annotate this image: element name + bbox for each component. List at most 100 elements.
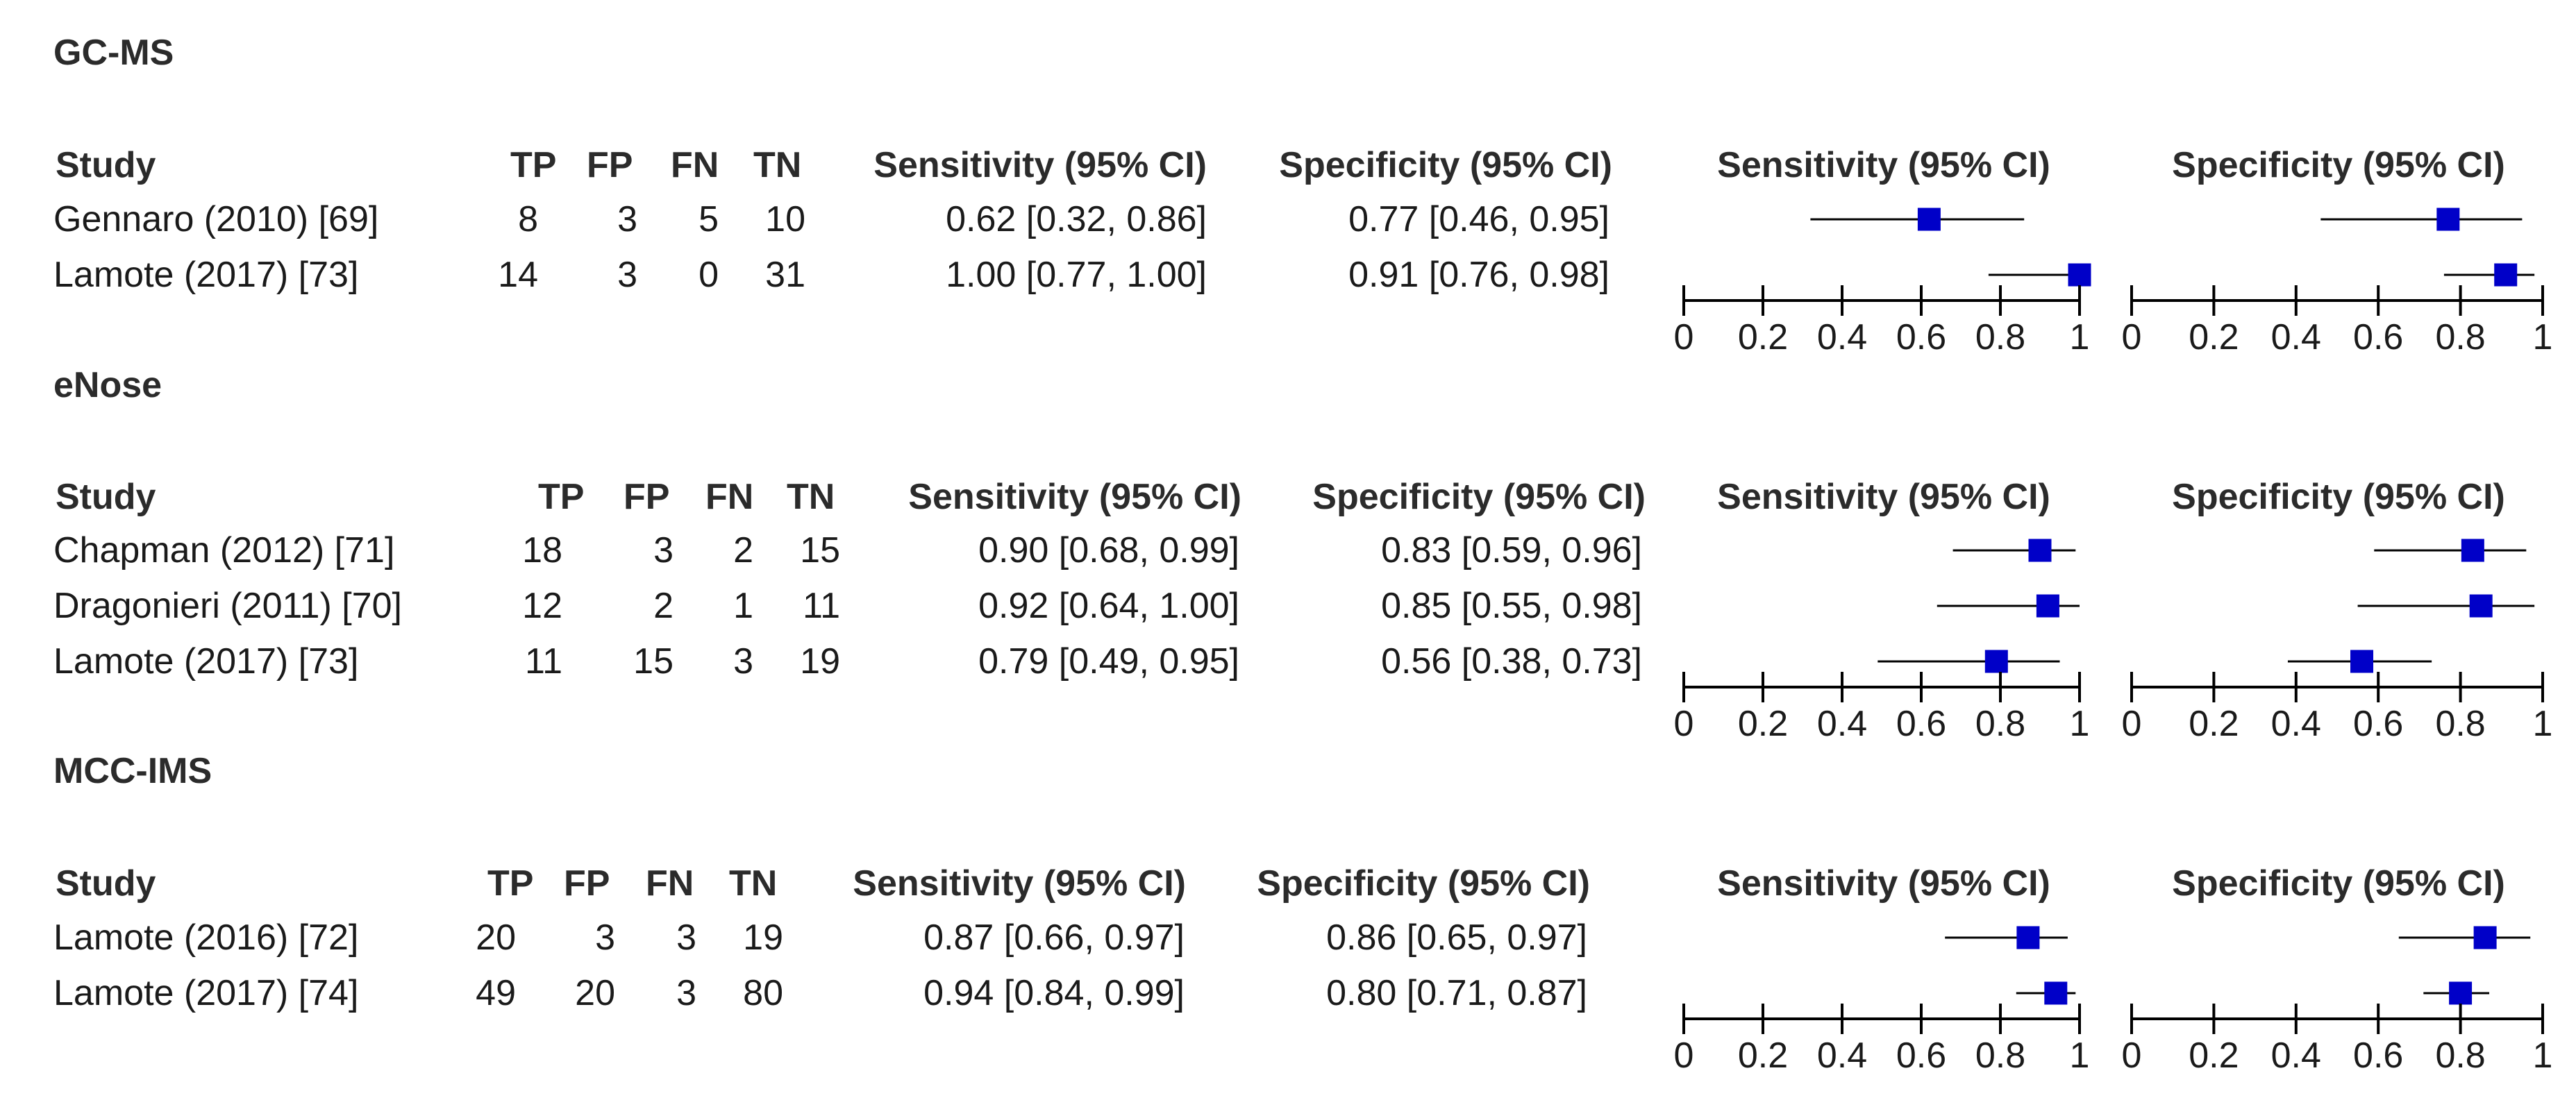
- specificity-tick-label: 0.2: [2189, 317, 2239, 357]
- study-name: Chapman (2012) [71]: [53, 530, 394, 570]
- sensitivity-point-marker: [2044, 981, 2068, 1005]
- fn-value: 3: [676, 918, 696, 958]
- specificity-tick-label: 0.8: [2435, 317, 2485, 357]
- study-name: Gennaro (2010) [69]: [53, 199, 378, 239]
- group-title: eNose: [53, 365, 162, 405]
- fp-value: 15: [633, 641, 674, 682]
- sensitivity-point-marker: [2028, 539, 2052, 562]
- plot-header-specificity: Specificity (95% CI): [2172, 145, 2505, 185]
- sensitivity-point-marker: [2036, 594, 2059, 618]
- tn-value: 10: [765, 199, 805, 239]
- fn-value: 2: [733, 530, 753, 570]
- fp-value: 3: [617, 199, 637, 239]
- sensitivity-tick-label: 0.2: [1738, 317, 1788, 357]
- header-tp: TP: [510, 145, 556, 185]
- specificity-ci-text: 0.83 [0.59, 0.96]: [1381, 530, 1642, 570]
- sensitivity-point-marker: [1917, 208, 1941, 231]
- specificity-tick-label: 0.6: [2353, 704, 2403, 744]
- sensitivity-tick-label: 0.6: [1896, 1035, 1946, 1076]
- header-fn: FN: [671, 145, 719, 185]
- header-specificity: Specificity (95% CI): [1312, 477, 1646, 517]
- specificity-ci-text: 0.91 [0.76, 0.98]: [1348, 255, 1609, 295]
- study-name: Lamote (2017) [73]: [53, 255, 358, 295]
- specificity-tick-label: 0.6: [2353, 317, 2403, 357]
- plot-header-specificity: Specificity (95% CI): [2172, 863, 2505, 904]
- sensitivity-tick-label: 1: [2070, 704, 2090, 744]
- fp-value: 3: [653, 530, 674, 570]
- sensitivity-ci-text: 0.62 [0.32, 0.86]: [946, 199, 1207, 239]
- header-fp: FP: [564, 863, 610, 904]
- study-name: Dragonieri (2011) [70]: [53, 586, 402, 626]
- specificity-tick-label: 0.8: [2435, 704, 2485, 744]
- study-name: Lamote (2016) [72]: [53, 918, 358, 958]
- sensitivity-ci-text: 1.00 [0.77, 1.00]: [946, 255, 1207, 295]
- tn-value: 31: [765, 255, 805, 295]
- plot-header-sensitivity: Sensitivity (95% CI): [1717, 145, 2050, 185]
- sensitivity-point-marker: [1984, 650, 2008, 673]
- sensitivity-tick-label: 0.2: [1738, 1035, 1788, 1076]
- specificity-tick-label: 0.2: [2189, 1035, 2239, 1076]
- study-name: Lamote (2017) [73]: [53, 641, 358, 682]
- specificity-tick-label: 0.2: [2189, 704, 2239, 744]
- header-study: Study: [56, 863, 156, 904]
- sensitivity-tick-label: 0: [1674, 704, 1694, 744]
- tn-value: 11: [803, 586, 840, 626]
- fn-value: 3: [676, 973, 696, 1013]
- specificity-ci-text: 0.85 [0.55, 0.98]: [1381, 586, 1642, 626]
- specificity-tick-label: 0: [2122, 704, 2142, 744]
- sensitivity-tick-label: 0.4: [1817, 317, 1867, 357]
- header-study: Study: [56, 145, 156, 185]
- specificity-point-marker: [2473, 926, 2497, 949]
- header-study: Study: [56, 477, 156, 517]
- tp-value: 8: [518, 199, 538, 239]
- specificity-point-marker: [2469, 594, 2493, 618]
- sensitivity-tick-label: 0.2: [1738, 704, 1788, 744]
- header-tn: TN: [787, 477, 835, 517]
- specificity-point-marker: [2436, 208, 2460, 231]
- sensitivity-ci-text: 0.92 [0.64, 1.00]: [978, 586, 1239, 626]
- specificity-tick-label: 0.4: [2271, 704, 2321, 744]
- tn-value: 15: [800, 530, 840, 570]
- sensitivity-tick-label: 1: [2070, 317, 2090, 357]
- specificity-point-marker: [2449, 981, 2473, 1005]
- specificity-point-marker: [2350, 650, 2374, 673]
- header-specificity: Specificity (95% CI): [1279, 145, 1612, 185]
- header-tp: TP: [487, 863, 533, 904]
- header-sensitivity: Sensitivity (95% CI): [908, 477, 1241, 517]
- fn-value: 3: [733, 641, 753, 682]
- header-fn: FN: [646, 863, 694, 904]
- tn-value: 19: [743, 918, 783, 958]
- specificity-tick-label: 0: [2122, 317, 2142, 357]
- sensitivity-tick-label: 0.8: [1975, 317, 2025, 357]
- specificity-ci-text: 0.56 [0.38, 0.73]: [1381, 641, 1642, 682]
- plot-header-specificity: Specificity (95% CI): [2172, 477, 2505, 517]
- sensitivity-tick-label: 0.6: [1896, 704, 1946, 744]
- fp-value: 3: [595, 918, 615, 958]
- fn-value: 0: [699, 255, 719, 295]
- sensitivity-tick-label: 0.4: [1817, 1035, 1867, 1076]
- sensitivity-ci-text: 0.94 [0.84, 0.99]: [923, 973, 1185, 1013]
- header-tn: TN: [753, 145, 801, 185]
- specificity-tick-label: 1: [2533, 1035, 2553, 1076]
- sensitivity-tick-label: 0.6: [1896, 317, 1946, 357]
- header-specificity: Specificity (95% CI): [1257, 863, 1590, 904]
- specificity-tick-label: 0: [2122, 1035, 2142, 1076]
- header-tp: TP: [538, 477, 584, 517]
- header-fp: FP: [587, 145, 633, 185]
- fp-value: 20: [575, 973, 615, 1013]
- tp-value: 12: [522, 586, 562, 626]
- sensitivity-tick-label: 0: [1674, 317, 1694, 357]
- header-sensitivity: Sensitivity (95% CI): [853, 863, 1186, 904]
- specificity-tick-label: 0.4: [2271, 317, 2321, 357]
- plot-header-sensitivity: Sensitivity (95% CI): [1717, 477, 2050, 517]
- sensitivity-tick-label: 1: [2070, 1035, 2090, 1076]
- header-sensitivity: Sensitivity (95% CI): [873, 145, 1207, 185]
- specificity-ci-text: 0.77 [0.46, 0.95]: [1348, 199, 1609, 239]
- specificity-tick-label: 1: [2533, 704, 2553, 744]
- specificity-ci-text: 0.80 [0.71, 0.87]: [1326, 973, 1587, 1013]
- sensitivity-ci-text: 0.87 [0.66, 0.97]: [923, 918, 1185, 958]
- sensitivity-point-marker: [2068, 263, 2091, 287]
- sensitivity-tick-label: 0.8: [1975, 1035, 2025, 1076]
- specificity-tick-label: 0.6: [2353, 1035, 2403, 1076]
